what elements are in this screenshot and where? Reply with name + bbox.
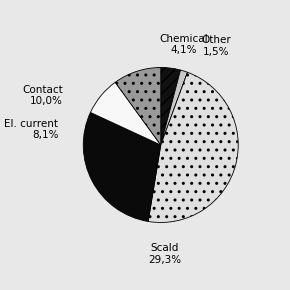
Text: Contact
10,0%: Contact 10,0% — [22, 85, 63, 106]
Wedge shape — [161, 70, 187, 145]
Wedge shape — [90, 82, 161, 145]
Text: Scald
29,3%: Scald 29,3% — [148, 243, 181, 265]
Text: Other
1,5%: Other 1,5% — [202, 35, 231, 57]
Wedge shape — [161, 68, 180, 145]
Text: Chemical
4,1%: Chemical 4,1% — [160, 34, 208, 55]
Wedge shape — [148, 72, 238, 222]
Wedge shape — [83, 113, 161, 222]
Wedge shape — [115, 68, 161, 145]
Text: El. current
8,1%: El. current 8,1% — [4, 119, 59, 140]
